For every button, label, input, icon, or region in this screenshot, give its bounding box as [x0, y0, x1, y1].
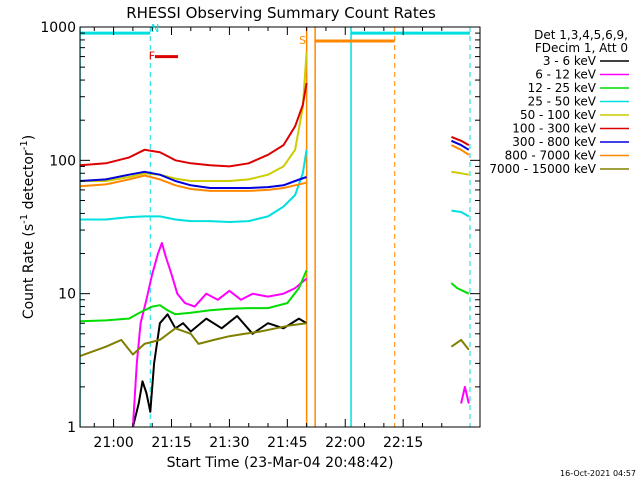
legend: Det 1,3,4,5,6,9, FDecim 1, Att 0 3 - 6 k… [489, 28, 629, 176]
y-tick-label-3: 1000 [40, 20, 76, 36]
series-line-6-1 [450, 139, 470, 151]
legend-header-2: FDecim 1, Att 0 [535, 41, 628, 55]
y-axis-label-mid: detector [21, 150, 37, 214]
y-axis-label-exp1: -1 [19, 214, 30, 224]
series-line-7-0 [80, 174, 307, 192]
y-tick-label-2: 100 [49, 153, 76, 169]
series-line-8-0 [80, 322, 307, 358]
series-line-4-0 [80, 51, 308, 182]
timestamp: 16-Oct-2021 04:57 [560, 469, 636, 478]
plot-frame [79, 26, 481, 428]
flag-label-n: N [151, 22, 159, 35]
chart-title: RHESSI Observing Summary Count Rates [126, 4, 436, 22]
y-axis-label-exp2: -1 [19, 140, 30, 150]
legend-entry-label-3: 25 - 50 keV [528, 95, 597, 109]
series-line-5-1 [451, 135, 470, 146]
series-line-2-1 [450, 282, 470, 295]
x-axis-label: Start Time (23-Mar-04 20:48:42) [167, 455, 394, 471]
x-tick-label-0: 21:00 [93, 435, 133, 451]
series-line-2-0 [80, 269, 308, 323]
legend-entry-label-5: 100 - 300 keV [512, 122, 596, 136]
series-line-1-1 [460, 385, 470, 404]
legend-entry-label-6: 300 - 800 keV [512, 135, 596, 149]
x-tick-label-2: 21:30 [209, 435, 249, 451]
legend-entry-label-2: 12 - 25 keV [528, 81, 597, 95]
series-line-7-1 [450, 144, 470, 156]
series-line-5-0 [80, 82, 308, 168]
flag-label-s: S [299, 34, 306, 47]
series-line-8-1 [450, 338, 470, 351]
series-line-6-0 [80, 170, 307, 189]
legend-entry-label-1: 6 - 12 keV [535, 68, 597, 82]
series-line-3-1 [451, 209, 470, 218]
series-line-1-0 [131, 242, 308, 427]
y-axis-label-main: Count Rate (s [21, 224, 37, 319]
legend-entry-label-8: 7000 - 15000 keV [489, 162, 596, 176]
x-tick-label-4: 22:00 [325, 435, 365, 451]
y-tick-label-0: 1 [67, 420, 76, 436]
y-axis-label: Count Rate (s-1 detector-1) [19, 135, 37, 319]
legend-header-1: Det 1,3,4,5,6,9, [534, 28, 628, 42]
x-tick-label-5: 22:15 [383, 435, 423, 451]
y-tick-label-1: 10 [58, 287, 76, 303]
legend-entry-label-7: 800 - 7000 keV [505, 149, 597, 163]
x-tick-label-3: 21:45 [267, 435, 307, 451]
y-axis-label-end: ) [21, 135, 37, 140]
legend-entry-label-4: 50 - 100 keV [520, 108, 597, 122]
flag-label-f: F [149, 50, 155, 63]
series-line-3-0 [80, 149, 308, 223]
x-tick-label-1: 21:15 [151, 435, 191, 451]
series-line-0-0 [131, 313, 308, 427]
series-line-4-1 [451, 170, 469, 176]
legend-entry-label-0: 3 - 6 keV [543, 54, 597, 68]
